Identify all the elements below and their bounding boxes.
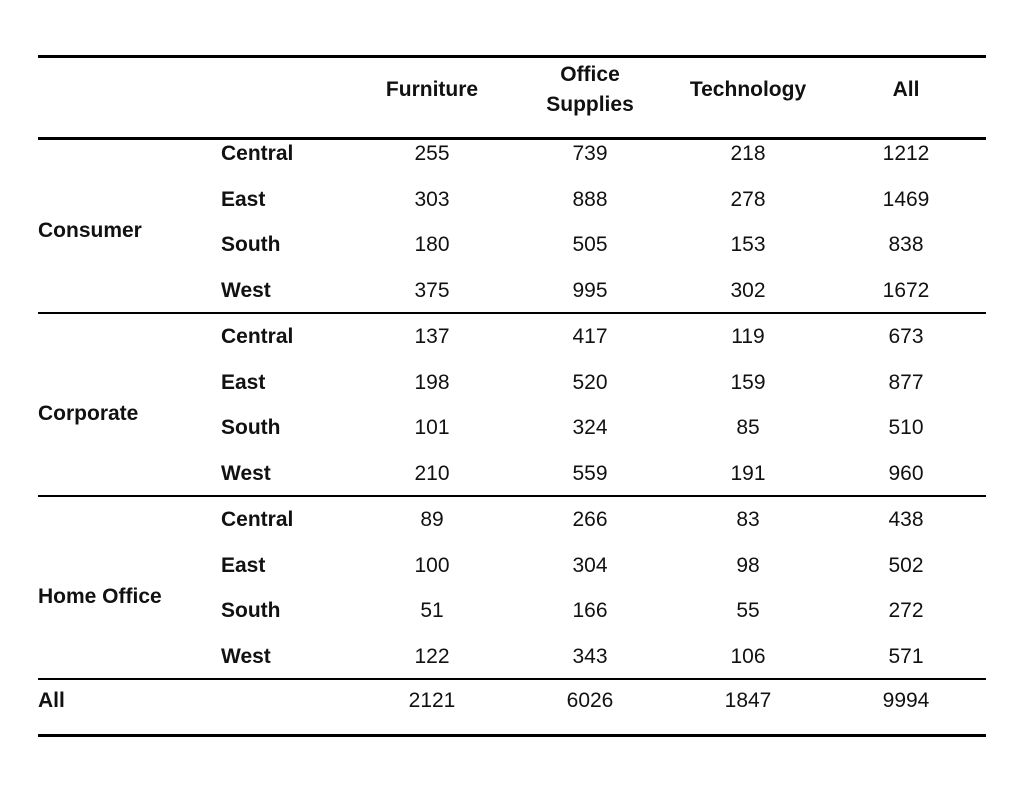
table-cell: 272 [888, 599, 924, 622]
table-cell: 255 [414, 142, 450, 165]
table-cell: 302 [730, 278, 766, 302]
table-cell: 218 [730, 142, 766, 165]
table-cell: 739 [572, 142, 608, 165]
table-cell: 343 [572, 644, 608, 668]
table-cell: 101 [414, 416, 450, 439]
column-header: Office Supplies [546, 63, 634, 116]
row-label-total: All [38, 689, 65, 712]
table-cell: 502 [888, 553, 924, 577]
table-cell: 153 [730, 233, 766, 256]
table-cell: 180 [414, 233, 450, 256]
table-cell: 210 [414, 461, 450, 485]
table-cell: 191 [730, 461, 766, 485]
table-cell: 324 [572, 416, 608, 439]
row-label-region: South [221, 416, 281, 439]
table-cell: 304 [572, 553, 608, 577]
table-cell: 85 [736, 416, 760, 439]
row-label-segment: Home Office [38, 585, 162, 608]
table-cell: 510 [888, 416, 924, 439]
table-cell: 137 [414, 325, 450, 348]
top-rule [38, 55, 986, 58]
column-header: All [892, 78, 920, 101]
table-cell: 888 [572, 187, 608, 211]
table-cell: 278 [730, 187, 766, 211]
row-label-segment: Corporate [38, 402, 139, 425]
table-cell: 159 [730, 370, 766, 394]
header-rule [38, 137, 986, 140]
group-rule [38, 678, 986, 680]
table-cell: 417 [572, 325, 608, 348]
table-cell: 838 [888, 233, 924, 256]
row-label-region: West [221, 278, 271, 302]
table-cell: 375 [414, 278, 450, 302]
table-cell: 877 [888, 370, 924, 394]
table-cell: 1672 [882, 278, 930, 302]
column-header: Technology [689, 78, 807, 101]
table-cell: 1469 [882, 187, 930, 211]
table-cell: 303 [414, 187, 450, 211]
table-cell: 119 [731, 325, 765, 348]
row-label-segment: Consumer [38, 219, 142, 242]
table-cell: 520 [572, 370, 608, 394]
row-label-region: Central [221, 142, 294, 165]
table-cell: 166 [572, 599, 608, 622]
row-label-region: Central [221, 325, 294, 348]
table-cell: 673 [888, 325, 924, 348]
table-cell: 571 [888, 644, 924, 668]
column-header: Furniture [385, 78, 479, 101]
row-label-region: West [221, 644, 271, 668]
table-cell: 100 [414, 553, 450, 577]
row-label-region: Central [221, 508, 294, 531]
bottom-rule [38, 734, 986, 737]
row-label-region: East [221, 370, 266, 394]
table-cell: 438 [888, 508, 924, 531]
row-label-region: South [221, 599, 281, 622]
table-cell: 55 [736, 599, 760, 622]
table-cell: 122 [414, 644, 450, 668]
table-cell: 98 [736, 553, 760, 577]
group-rule [38, 312, 986, 314]
table-cell: 1212 [882, 142, 930, 165]
table-cell-total: 9994 [882, 689, 930, 712]
row-label-region: South [221, 233, 281, 256]
table-cell: 83 [736, 508, 760, 531]
table-cell: 505 [572, 233, 608, 256]
table-cell: 106 [730, 644, 766, 668]
row-label-region: East [221, 553, 266, 577]
table-cell: 51 [420, 599, 444, 622]
table-cell: 89 [420, 508, 444, 531]
row-label-region: West [221, 461, 271, 485]
row-label-region: East [221, 187, 266, 211]
group-rule [38, 495, 986, 497]
table-cell: 198 [414, 370, 450, 394]
table-cell: 559 [572, 461, 608, 485]
table-cell-total: 6026 [566, 689, 614, 712]
table-cell: 266 [572, 508, 608, 531]
table-cell: 960 [888, 461, 924, 485]
table-cell-total: 2121 [408, 689, 456, 712]
table-cell: 995 [572, 278, 608, 302]
table-cell-total: 1847 [724, 689, 772, 712]
